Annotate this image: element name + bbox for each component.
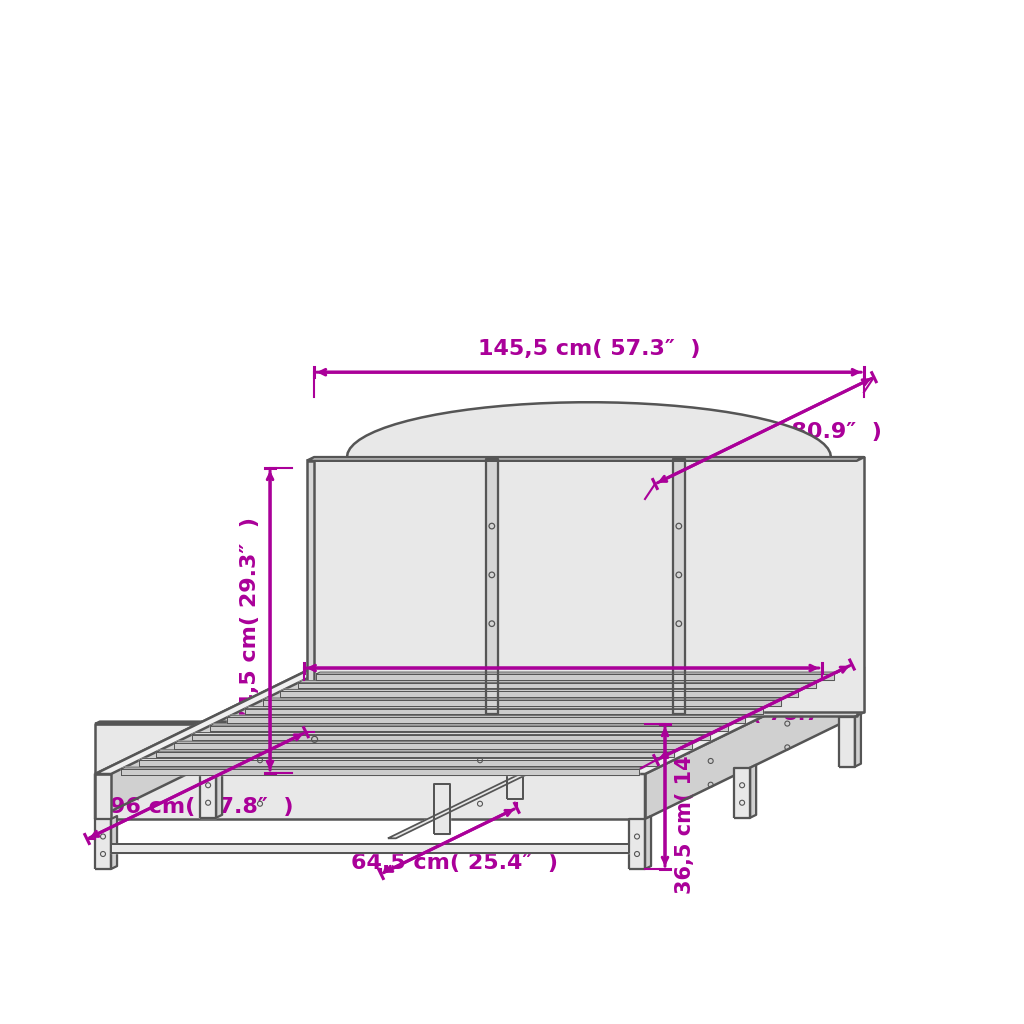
Polygon shape [305, 717, 321, 767]
Polygon shape [111, 844, 629, 853]
Polygon shape [121, 767, 643, 769]
Text: 200 cm( 78.7″  ): 200 cm( 78.7″ ) [667, 705, 853, 724]
Polygon shape [315, 674, 834, 680]
Polygon shape [645, 668, 864, 819]
Polygon shape [216, 765, 222, 818]
Polygon shape [321, 714, 327, 767]
Polygon shape [95, 819, 111, 869]
Polygon shape [673, 459, 685, 714]
Text: 145,5 cm( 57.3″  ): 145,5 cm( 57.3″ ) [478, 339, 700, 359]
Polygon shape [95, 724, 645, 819]
Polygon shape [629, 819, 645, 869]
Polygon shape [138, 759, 660, 761]
Polygon shape [200, 768, 216, 818]
Polygon shape [855, 714, 861, 767]
Text: 36,5 cm( 14.3″  ): 36,5 cm( 14.3″ ) [675, 699, 695, 894]
Polygon shape [263, 700, 780, 706]
Polygon shape [121, 769, 639, 774]
Polygon shape [485, 459, 498, 714]
Polygon shape [157, 750, 679, 752]
Polygon shape [95, 774, 111, 819]
Polygon shape [245, 707, 767, 709]
Polygon shape [227, 717, 745, 723]
Polygon shape [298, 683, 816, 688]
Polygon shape [314, 402, 864, 457]
Polygon shape [95, 668, 314, 819]
Polygon shape [191, 734, 710, 740]
Polygon shape [95, 668, 330, 774]
Polygon shape [388, 758, 560, 839]
Polygon shape [174, 741, 696, 743]
Polygon shape [157, 752, 675, 758]
Polygon shape [839, 717, 855, 767]
Polygon shape [307, 461, 857, 716]
Text: 205,5 cm( 80.9″  ): 205,5 cm( 80.9″ ) [658, 422, 882, 442]
Polygon shape [314, 457, 864, 713]
Polygon shape [434, 783, 451, 834]
Polygon shape [281, 691, 799, 697]
Polygon shape [210, 724, 732, 726]
Polygon shape [307, 457, 864, 461]
Polygon shape [95, 722, 650, 724]
Polygon shape [227, 716, 750, 717]
Polygon shape [174, 743, 692, 749]
Text: 96 cm( 37.8″  ): 96 cm( 37.8″ ) [111, 798, 294, 817]
Polygon shape [315, 672, 838, 674]
Polygon shape [751, 765, 756, 818]
Polygon shape [191, 732, 714, 734]
Polygon shape [263, 698, 784, 700]
Polygon shape [210, 726, 727, 731]
Polygon shape [138, 761, 656, 766]
Polygon shape [734, 768, 751, 818]
Text: 64,5 cm( 25.4″  ): 64,5 cm( 25.4″ ) [351, 853, 558, 872]
Polygon shape [245, 709, 763, 714]
Polygon shape [281, 689, 803, 691]
Polygon shape [507, 749, 522, 799]
Polygon shape [298, 681, 820, 683]
Polygon shape [645, 816, 651, 869]
Text: 140 cm( 55.1″  ): 140 cm( 55.1″ ) [469, 635, 656, 655]
Polygon shape [629, 668, 864, 774]
Text: 74,5 cm( 29.3″  ): 74,5 cm( 29.3″ ) [240, 517, 260, 724]
Polygon shape [111, 816, 117, 869]
